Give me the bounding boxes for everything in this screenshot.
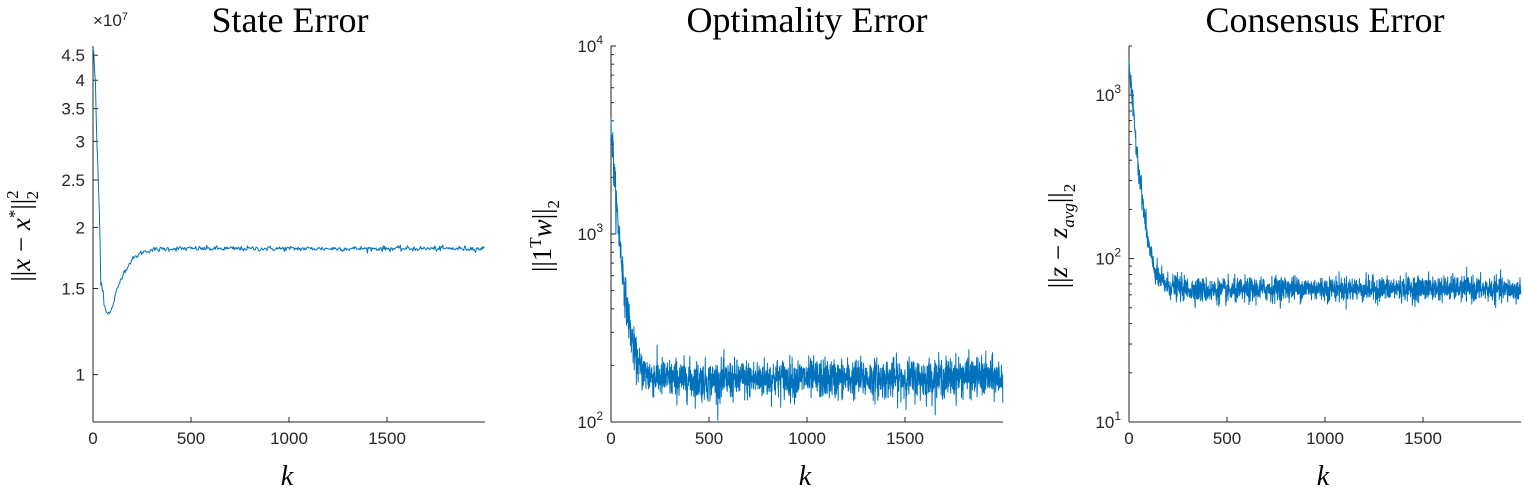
x-tick-label: 500 xyxy=(177,429,205,448)
x-tick-label: 500 xyxy=(1213,429,1241,448)
x-tick-label: 0 xyxy=(606,429,615,448)
x-tick-label: 1000 xyxy=(270,429,308,448)
chart-title: Consensus Error xyxy=(1206,0,1445,40)
y-tick-label: 101 xyxy=(1095,409,1121,432)
y-tick-label: 2 xyxy=(76,218,85,237)
chart-panel-1: State Error ×107 0 500 1000 1500 1 1.5 2 2.5 3 3.5 4… xyxy=(3,0,485,487)
series-line xyxy=(610,117,1004,421)
chart-title: State Error xyxy=(212,0,369,40)
series-line xyxy=(1128,61,1522,310)
y-tick-label: 104 xyxy=(577,33,603,56)
y-tick-label: 3 xyxy=(76,132,85,151)
y-tick-label: 3.5 xyxy=(61,100,85,119)
exponent-label: ×107 xyxy=(93,11,128,30)
y-tick-label: 1 xyxy=(76,366,85,385)
y-tick-label: 4 xyxy=(76,71,85,90)
y-tick-label: 102 xyxy=(577,409,603,432)
series-line xyxy=(92,47,485,315)
x-tick-label: 0 xyxy=(1124,429,1133,448)
y-tick-label: 102 xyxy=(1095,246,1121,269)
x-tick-label: 1000 xyxy=(1306,429,1344,448)
x-axis-label: k xyxy=(799,461,812,487)
x-tick-label: 0 xyxy=(88,429,97,448)
chart-panel-2: Optimality Error 0 500 1000 1500 102 103 104 k ||… xyxy=(526,0,1004,487)
y-tick-label: 2.5 xyxy=(61,171,85,190)
chart-title: Optimality Error xyxy=(687,0,928,40)
y-tick-label: 4.5 xyxy=(61,46,85,65)
chart-panel-3: Consensus Error 0 500 1000 1500 101 102 103 k ||z… xyxy=(1043,0,1522,487)
x-tick-label: 1500 xyxy=(886,429,924,448)
y-axis-label: ||1Tw||2 xyxy=(526,200,563,272)
x-tick-label: 1500 xyxy=(368,429,406,448)
x-tick-label: 1000 xyxy=(788,429,826,448)
y-axis-label: ||x − x*||22 xyxy=(3,190,42,281)
x-axis-label: k xyxy=(281,461,294,487)
y-tick-label: 103 xyxy=(1095,82,1121,105)
x-axis-label: k xyxy=(1317,461,1330,487)
y-tick-label: 103 xyxy=(577,221,603,244)
x-tick-label: 500 xyxy=(695,429,723,448)
y-axis-label: ||z − zavg||2 xyxy=(1043,184,1079,288)
x-tick-label: 1500 xyxy=(1404,429,1442,448)
y-tick-label: 1.5 xyxy=(61,280,85,299)
